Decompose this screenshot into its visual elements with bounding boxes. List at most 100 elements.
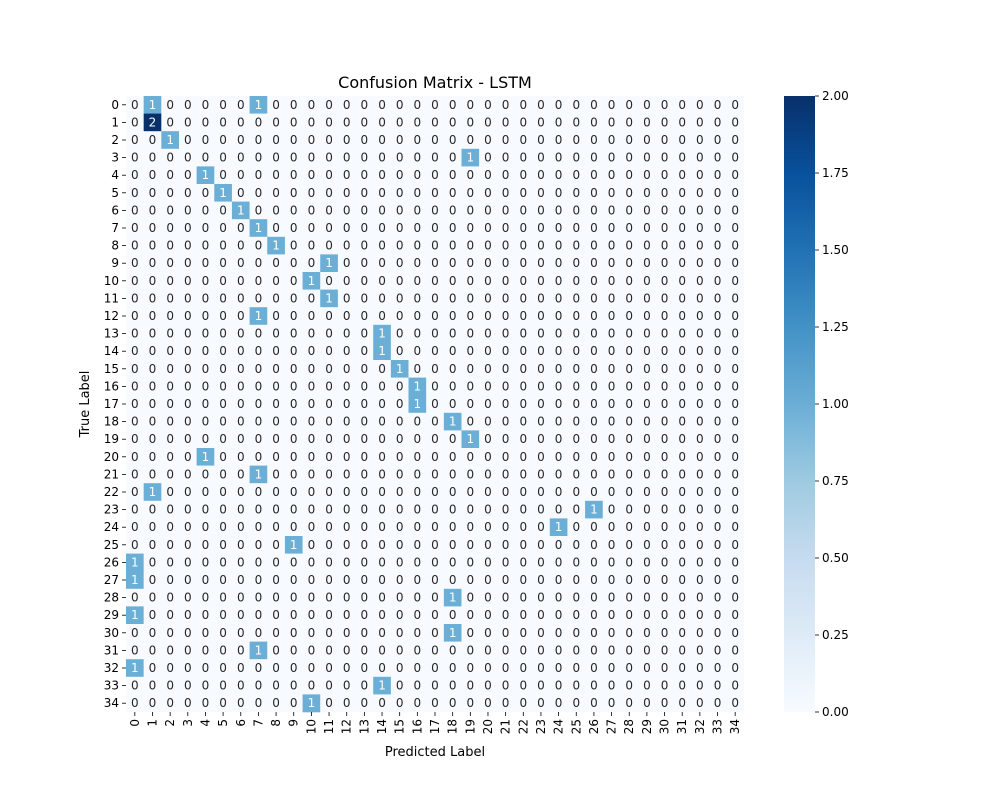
- cell-value-label: 0: [449, 344, 457, 358]
- cell-value-label: 0: [219, 168, 227, 182]
- x-tick-label: 15: [393, 719, 407, 734]
- cell-value-label: 0: [202, 696, 210, 710]
- heatmap-cell: [673, 342, 692, 361]
- heatmap-cell: [231, 289, 250, 308]
- heatmap-cell: [302, 96, 321, 114]
- heatmap-cell: [214, 148, 233, 167]
- cell-value-label: 0: [696, 379, 704, 393]
- cell-value-label: 0: [343, 362, 351, 376]
- heatmap-cell: [390, 201, 409, 220]
- cell-value-label: 0: [449, 485, 457, 499]
- heatmap-cell: [443, 148, 462, 167]
- cell-value-label: 0: [466, 379, 474, 393]
- cell-value-label: 0: [378, 151, 386, 165]
- heatmap-cell: [673, 412, 692, 431]
- cell-value-label: 0: [343, 133, 351, 147]
- heatmap-cell: [549, 148, 568, 167]
- heatmap-cell: [390, 113, 409, 132]
- heatmap-cell: [320, 412, 339, 431]
- heatmap-cell: [231, 430, 250, 449]
- cell-value-label: 0: [643, 573, 651, 587]
- cell-value-label: 0: [202, 467, 210, 481]
- heatmap-cell: [302, 588, 321, 607]
- heatmap-cell: [408, 465, 427, 484]
- heatmap-cell: [691, 254, 709, 273]
- cell-value-label: 0: [625, 679, 633, 693]
- heatmap-cell: [355, 254, 374, 273]
- cell-value-label: 0: [325, 467, 333, 481]
- cell-value-label: 0: [537, 555, 545, 569]
- cell-value-label: 0: [537, 485, 545, 499]
- heatmap-cell: [620, 131, 639, 150]
- cell-value-label: 0: [484, 467, 492, 481]
- cell-value-label: 0: [519, 327, 527, 341]
- heatmap-cell: [549, 430, 568, 449]
- heatmap-cell: [673, 272, 692, 290]
- cell-value-label: 1: [555, 520, 563, 534]
- x-tick-label: 12: [340, 719, 354, 734]
- cell-value-label: 0: [502, 203, 510, 217]
- cell-value-label: 0: [237, 344, 245, 358]
- cell-value-label: 0: [184, 98, 192, 112]
- cell-value-label: 0: [396, 538, 404, 552]
- cell-value-label: 0: [361, 274, 369, 288]
- cell-value-label: 0: [290, 696, 298, 710]
- heatmap-cell: [726, 342, 745, 361]
- cell-value-label: 0: [714, 151, 722, 165]
- heatmap-cell: [161, 500, 180, 519]
- heatmap-cell: [496, 289, 515, 308]
- heatmap-cell: [355, 342, 374, 361]
- cell-value-label: 0: [608, 397, 616, 411]
- cell-value-label: 0: [237, 643, 245, 657]
- cell-value-label: 0: [272, 626, 280, 640]
- heatmap-cell: [426, 571, 445, 590]
- heatmap-cell: [620, 500, 639, 519]
- cell-value-label: 1: [449, 626, 457, 640]
- cell-value-label: 0: [396, 344, 404, 358]
- heatmap-cell: [426, 430, 445, 449]
- cell-value-label: 0: [661, 379, 669, 393]
- heatmap-cell: [549, 360, 568, 378]
- heatmap-cell: [249, 307, 268, 326]
- cell-value-label: 0: [414, 450, 422, 464]
- heatmap-cell: [302, 571, 321, 590]
- cell-value-label: 0: [343, 415, 351, 429]
- y-tick-label: 4: [111, 168, 119, 182]
- heatmap-cell: [549, 536, 568, 554]
- cell-value-label: 0: [555, 379, 563, 393]
- cell-value-label: 0: [731, 239, 739, 253]
- heatmap-cell: [267, 500, 286, 519]
- cell-value-label: 0: [166, 591, 174, 605]
- cell-value-label: 0: [502, 256, 510, 270]
- heatmap-cell: [320, 342, 339, 361]
- cell-value-label: 0: [714, 415, 722, 429]
- cell-value-label: 0: [343, 432, 351, 446]
- cell-value-label: 0: [590, 643, 598, 657]
- cell-value-label: 0: [572, 520, 580, 534]
- heatmap-grid: [126, 96, 745, 713]
- heatmap-cell: [390, 553, 409, 572]
- heatmap-cell: [620, 518, 639, 537]
- heatmap-cell: [479, 483, 498, 502]
- cell-value-label: 0: [237, 327, 245, 341]
- cell-value-label: 0: [731, 415, 739, 429]
- cell-value-label: 0: [290, 115, 298, 129]
- cell-value-label: 0: [714, 186, 722, 200]
- heatmap-cell: [549, 342, 568, 361]
- heatmap-cell: [302, 184, 321, 202]
- cell-value-label: 0: [466, 415, 474, 429]
- heatmap-cell: [585, 395, 604, 414]
- cell-value-label: 0: [537, 327, 545, 341]
- heatmap-cell: [196, 536, 215, 554]
- cell-value-label: 0: [149, 679, 157, 693]
- heatmap-cell: [126, 184, 144, 202]
- cell-value-label: 0: [290, 520, 298, 534]
- heatmap-cell: [496, 518, 515, 537]
- cell-value-label: 0: [219, 626, 227, 640]
- cell-value-label: 0: [272, 168, 280, 182]
- cell-value-label: 0: [466, 643, 474, 657]
- cell-value-label: 0: [608, 432, 616, 446]
- heatmap-cell: [178, 518, 197, 537]
- heatmap-cell: [691, 96, 709, 114]
- cell-value-label: 0: [537, 291, 545, 305]
